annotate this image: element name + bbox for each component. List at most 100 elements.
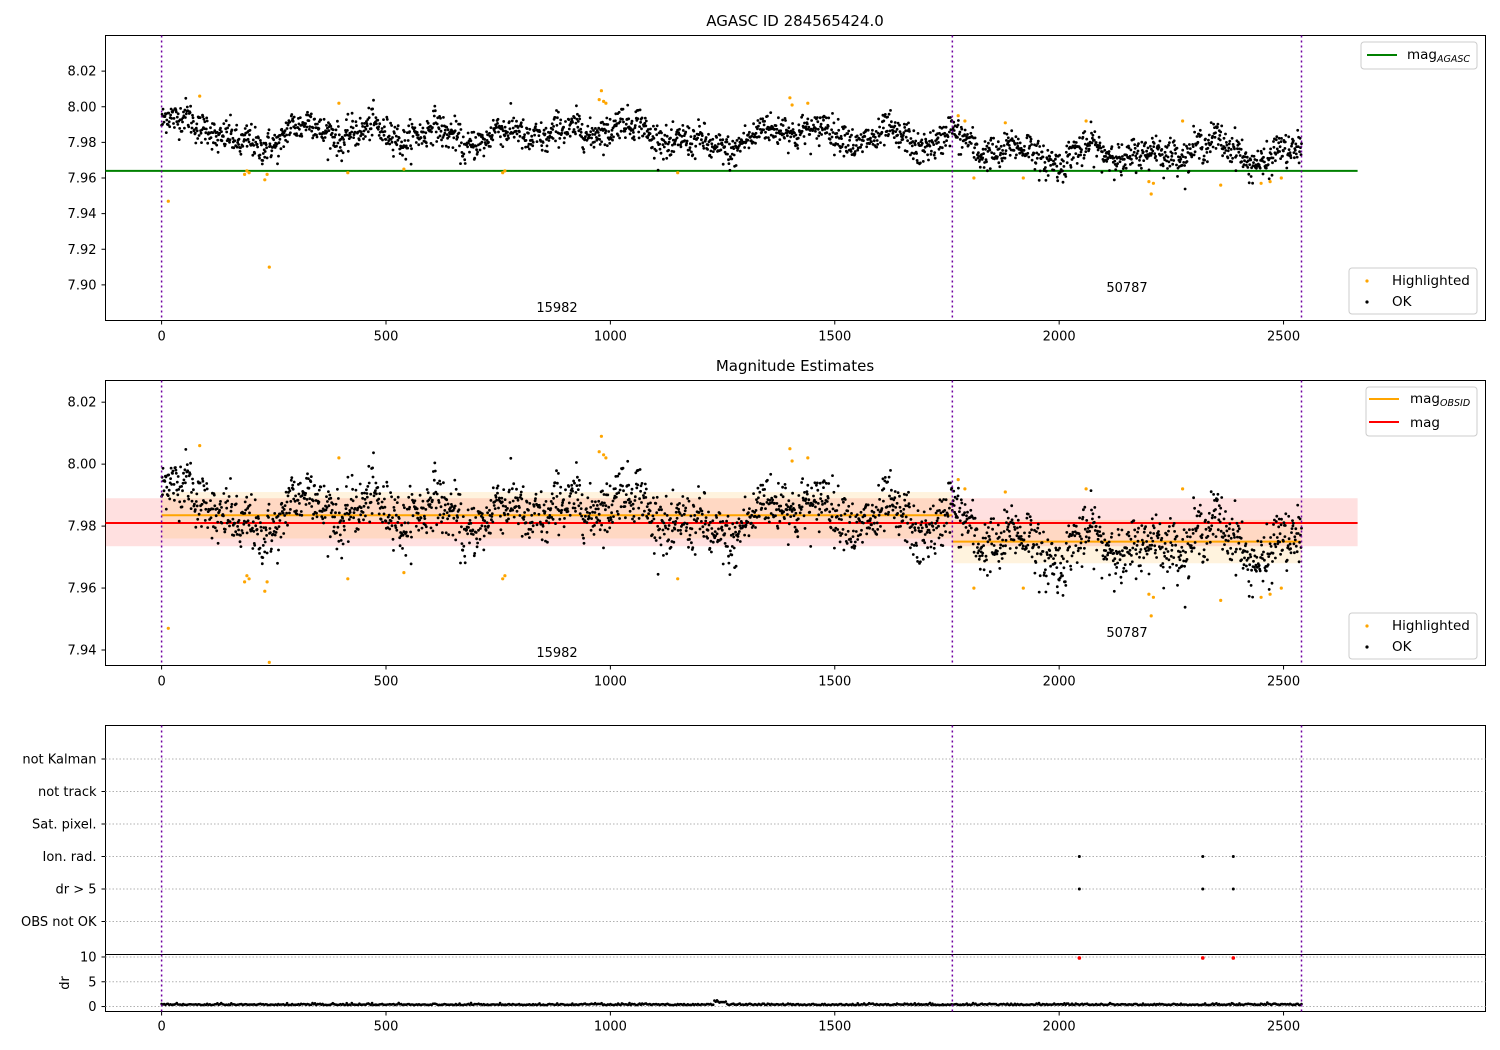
ok-point	[1049, 158, 1053, 162]
ok-point	[1149, 531, 1152, 535]
flag-category-label: not Kalman	[22, 753, 96, 768]
ok-point	[754, 509, 758, 512]
ok-point	[843, 133, 847, 137]
ok-point	[225, 130, 229, 134]
ok-point	[843, 512, 847, 516]
ok-point	[1160, 148, 1164, 151]
ok-point	[518, 506, 521, 509]
ok-point	[1026, 543, 1030, 547]
x-tick-label: 1000	[594, 330, 627, 345]
ok-point	[461, 135, 465, 139]
ok-point	[288, 489, 292, 493]
ok-point	[404, 157, 408, 161]
ok-point	[539, 121, 543, 124]
ok-point	[957, 119, 960, 122]
ok-point	[1119, 553, 1122, 556]
ok-point	[459, 128, 463, 131]
ok-point	[345, 485, 348, 488]
ok-point	[546, 150, 549, 154]
ok-point	[371, 475, 375, 479]
ok-point	[750, 513, 754, 517]
ok-point	[555, 495, 559, 498]
ok-point	[727, 554, 730, 558]
ok-point	[566, 132, 570, 136]
ok-point	[1278, 540, 1281, 544]
ok-point	[943, 513, 947, 517]
ok-point	[503, 498, 507, 501]
ok-point	[309, 112, 313, 116]
ok-point	[1171, 562, 1175, 566]
ok-point	[671, 520, 675, 524]
highlighted-point	[676, 171, 680, 175]
ok-point	[703, 491, 707, 495]
ok-point	[644, 124, 648, 128]
ok-point	[1261, 579, 1265, 583]
ok-point	[1085, 519, 1089, 522]
ok-point	[651, 514, 655, 518]
ok-point	[274, 531, 278, 534]
ok-point	[575, 104, 578, 108]
ok-point	[408, 484, 412, 488]
ok-point	[283, 514, 287, 517]
ok-point	[787, 139, 791, 143]
ok-point	[831, 112, 834, 115]
highlighted-point	[604, 456, 608, 460]
ok-point	[193, 508, 197, 512]
ok-point	[1259, 540, 1263, 544]
ok-point	[787, 126, 791, 130]
ok-point	[1054, 553, 1057, 557]
ok-point	[1230, 517, 1234, 521]
ok-point	[488, 508, 491, 512]
ok-point	[964, 141, 968, 145]
ok-point	[1231, 143, 1235, 146]
x-tick-label: 1500	[818, 675, 851, 690]
ok-point	[1271, 161, 1274, 165]
ok-point	[1043, 559, 1047, 563]
ok-point	[172, 483, 176, 486]
ok-point	[532, 129, 536, 133]
ok-point	[843, 498, 847, 501]
ok-point	[844, 533, 848, 536]
ok-point	[804, 497, 808, 501]
ok-point	[1062, 159, 1065, 163]
ok-point	[1188, 535, 1192, 539]
ok-point	[720, 143, 724, 147]
ok-point	[490, 515, 494, 518]
ok-point	[940, 533, 944, 537]
ok-point	[1103, 555, 1107, 559]
ok-point	[1291, 524, 1295, 528]
ok-point	[1295, 550, 1299, 554]
ok-point	[557, 472, 560, 475]
ok-point	[181, 481, 185, 485]
ok-point	[735, 521, 739, 525]
ok-point	[1289, 547, 1292, 551]
ok-point	[948, 130, 951, 134]
ok-point	[597, 512, 601, 516]
ok-point	[1072, 156, 1075, 160]
ok-point	[341, 516, 344, 520]
ok-point	[1158, 139, 1162, 143]
ok-point	[628, 132, 632, 136]
ok-point	[676, 529, 680, 532]
ok-point	[460, 525, 463, 529]
ok-point	[1177, 555, 1181, 559]
ok-point	[786, 505, 790, 508]
ok-point	[942, 125, 946, 129]
ok-point	[581, 533, 584, 537]
ok-point	[806, 501, 810, 505]
ok-point	[311, 136, 315, 140]
ok-point	[1234, 169, 1238, 173]
ok-point	[681, 124, 685, 127]
ok-point	[363, 125, 367, 129]
ok-point	[440, 138, 443, 142]
ok-point	[743, 533, 746, 537]
ok-point	[632, 131, 635, 134]
ok-point	[628, 509, 632, 513]
ok-point	[637, 506, 641, 510]
ok-point	[1201, 560, 1205, 564]
ok-point	[660, 131, 663, 135]
ok-point	[1078, 516, 1081, 520]
ok-point	[1050, 150, 1054, 154]
ok-point	[316, 122, 319, 126]
